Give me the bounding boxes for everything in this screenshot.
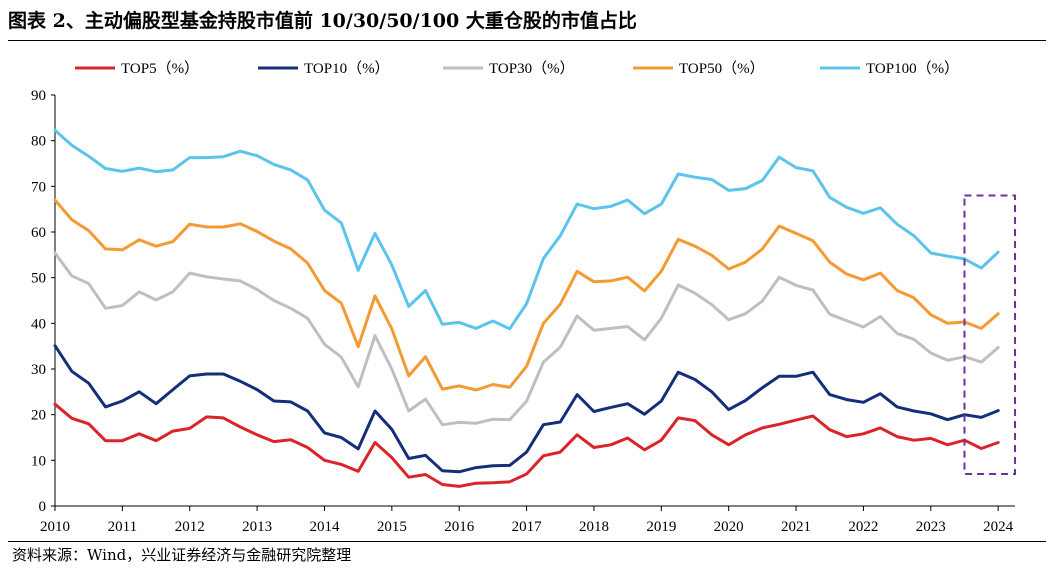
title-rule <box>8 40 1046 41</box>
y-tick-label: 40 <box>31 316 46 332</box>
series-line-1 <box>53 402 1000 488</box>
y-tick-label: 20 <box>31 408 46 424</box>
x-tick-label: 2015 <box>377 519 407 535</box>
x-tick-label: 2018 <box>579 519 609 535</box>
chart-legend: TOP5（%） TOP10（%） TOP30（%） TOP50（%） TOP100（%） <box>75 60 959 77</box>
figure-source: 资料来源：Wind，兴业证券经济与金融研究院整理 <box>12 546 352 564</box>
highlight-box <box>963 194 1017 476</box>
y-tick-label: 0 <box>39 499 47 515</box>
highlight-rect <box>963 194 1017 476</box>
y-tick-label: 10 <box>31 453 46 469</box>
series-line-5 <box>53 128 1000 331</box>
y-tick-label: 70 <box>31 179 46 195</box>
x-tick-label: 2024 <box>983 519 1014 535</box>
x-tick-label: 2010 <box>40 519 70 535</box>
x-tick-label: 2011 <box>108 519 137 535</box>
y-tick-label: 80 <box>31 134 46 150</box>
legend-label-2: TOP10（%） <box>304 60 390 77</box>
x-tick-label: 2022 <box>848 519 878 535</box>
y-tick-label: 90 <box>31 88 46 104</box>
y-tick-label: 50 <box>31 271 46 287</box>
x-tick-label: 2021 <box>781 519 811 535</box>
y-tick-label: 60 <box>31 225 46 241</box>
y-tick-label: 30 <box>31 362 46 378</box>
x-tick-label: 2016 <box>444 519 475 535</box>
legend-label-1: TOP5（%） <box>121 60 199 77</box>
series-line-3 <box>53 251 1000 427</box>
x-tick-label: 2023 <box>916 519 946 535</box>
source-rule <box>8 541 1046 542</box>
chart-axes: 0 10 20 30 40 50 60 70 80 90 2010 2011 2012 2013 2014 2… <box>31 88 1015 535</box>
x-tick-label: 2013 <box>242 519 272 535</box>
x-tick-label: 2019 <box>646 519 676 535</box>
x-tick-label: 2014 <box>309 519 340 535</box>
legend-label-5: TOP100（%） <box>866 60 959 77</box>
chart-series <box>53 128 1000 488</box>
legend-label-4: TOP50（%） <box>679 60 765 77</box>
x-tick-label: 2017 <box>512 519 543 535</box>
legend-label-3: TOP30（%） <box>489 60 575 77</box>
figure-title: 图表 2、主动偏股型基金持股市值前 10/30/50/100 大重仓股的市值占比 <box>8 10 637 32</box>
series-line-4 <box>53 198 1000 392</box>
series-line-2 <box>53 344 1000 474</box>
x-tick-label: 2020 <box>714 519 744 535</box>
x-tick-label: 2012 <box>175 519 205 535</box>
